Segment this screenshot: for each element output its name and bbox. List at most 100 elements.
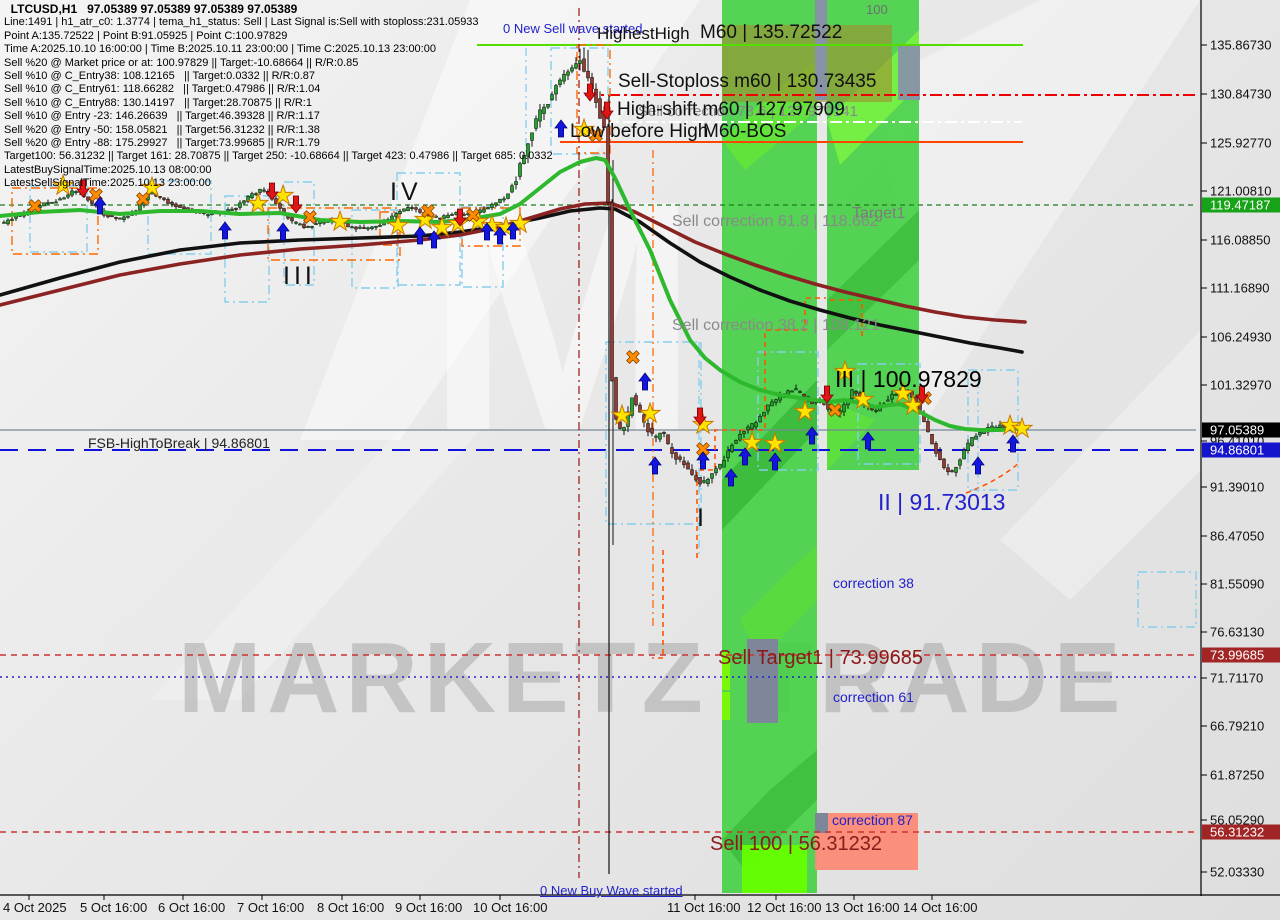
x-signal-icon: ✖ [135,189,151,211]
grayblue-box-top [815,0,827,100]
price-level-badge: 56.31232 [1202,824,1280,840]
price-tick-label: 101.32970 [1210,377,1272,393]
sell-arrow-icon [289,195,303,214]
buy-arrow-icon [738,447,752,466]
time-tick-label: 13 Oct 16:00 [825,900,900,915]
buy-arrow-icon [554,119,568,138]
price-tick-label: 135.86730 [1210,37,1272,53]
x-signal-icon: ✖ [420,201,436,223]
star-signal-icon: ★ [891,379,914,409]
price-tick-label: 125.92770 [1210,135,1272,151]
buy-arrow-icon [861,431,875,450]
star-signal-icon: ★ [610,401,633,431]
x-signal-icon: ✖ [625,347,641,369]
star-signal-icon: ★ [998,411,1021,441]
time-tick-label: 5 Oct 16:00 [80,900,148,915]
price-tick-label: 61.87250 [1210,767,1265,783]
buy-arrow-icon [480,222,494,241]
star-signal-icon: ★ [572,115,595,145]
star-signal-icon: ★ [793,397,816,427]
lime-strip-2 [722,692,730,720]
star-signal-icon: ★ [413,205,436,235]
star-signal-icon: ★ [51,171,74,201]
time-tick-label: 7 Oct 16:00 [237,900,305,915]
buy-arrow-icon [218,221,232,240]
buy-arrow-icon [427,230,441,249]
time-tick-label: 4 Oct 2025 [3,900,67,915]
svg-text:M: M [425,131,700,500]
sell-arrow-icon [76,179,90,198]
sell-arrow-icon [583,83,597,102]
star-signal-icon: ★ [833,357,856,387]
price-tick-label: 130.84730 [1210,86,1272,102]
olive-overlay [722,25,892,102]
time-tick-label: 8 Oct 16:00 [317,900,385,915]
buy-arrow-icon [696,451,710,470]
buy-arrow-icon [724,468,738,487]
star-signal-icon: ★ [246,189,269,219]
buy-arrow-icon [971,456,985,475]
x-signal-icon: ✖ [465,205,481,227]
price-tick-label: 81.55090 [1210,576,1265,592]
x-signal-icon: ✖ [588,125,604,147]
price-tick-label: 91.39010 [1210,479,1265,495]
salmon-zone [815,813,918,870]
price-level-badge: 119.47187 [1202,197,1280,213]
buy-arrow-icon [768,452,782,471]
price-level-badge: 73.99685 [1202,647,1280,663]
star-signal-icon: ★ [386,211,409,241]
price-tick-label: 86.47050 [1210,528,1265,544]
grayblue-box-top2 [898,45,920,100]
star-signal-icon: ★ [851,385,874,415]
lime-bottom [742,845,807,893]
time-tick-label: 14 Oct 16:00 [903,900,978,915]
lime-strip-1 [722,652,730,690]
sell-arrow-icon [600,101,614,120]
time-tick-label: 10 Oct 16:00 [473,900,548,915]
time-axis[interactable]: 4 Oct 2025 5 Oct 16:00 6 Oct 16:00 7 Oct 16… [0,898,1280,920]
star-signal-icon: ★ [638,399,661,429]
x-signal-icon: ✖ [695,439,711,461]
price-tick-label: 106.24930 [1210,329,1272,345]
sell-arrow-icon [265,182,279,201]
buy-arrow-icon [648,456,662,475]
price-tick-label: 116.08850 [1210,232,1271,248]
price-axis[interactable]: 135.86730 130.84730 125.92770 121.00810 116.… [1202,0,1280,896]
price-level-badge: 97.05389 [1202,422,1280,438]
sell-arrow-icon [453,208,467,227]
x-signal-icon: ✖ [827,400,843,422]
buy-arrow-icon [493,226,507,245]
price-tick-label: 111.16890 [1210,280,1270,296]
price-tick-label: 121.00810 [1210,183,1272,199]
sell-arrow-icon [820,385,834,404]
price-tick-label: 52.03330 [1210,864,1265,880]
star-signal-icon: ★ [328,207,351,237]
buy-arrow-icon [93,196,107,215]
svg-text:MARKETZ: MARKETZ [178,622,709,734]
star-signal-icon: ★ [140,173,163,203]
grayblue-box-mid [747,639,778,723]
x-signal-icon: ✖ [302,207,318,229]
price-tick-label: 66.79210 [1210,718,1265,734]
x-signal-icon: ✖ [27,196,43,218]
time-tick-label: 6 Oct 16:00 [158,900,226,915]
grayblue-box-low [815,813,828,833]
price-tick-label: 56.05290 [1210,812,1265,828]
star-signal-icon: ★ [763,429,786,459]
buy-arrow-icon [506,221,520,240]
buy-arrow-icon [805,426,819,445]
buy-arrow-icon [1006,434,1020,453]
sell-arrow-icon [693,407,707,426]
buy-arrow-icon [638,372,652,391]
time-tick-label: 11 Oct 16:00 [667,900,741,915]
time-tick-label: 9 Oct 16:00 [395,900,463,915]
price-level-badge: 94.86801 [1202,442,1280,458]
buy-arrow-icon [276,222,290,241]
price-tick-label: 71.71170 [1210,670,1264,686]
time-tick-label: 12 Oct 16:00 [747,900,822,915]
price-tick-label: 76.63130 [1210,624,1265,640]
buy-arrow-icon [413,226,427,245]
sell-arrow-icon [915,385,929,404]
